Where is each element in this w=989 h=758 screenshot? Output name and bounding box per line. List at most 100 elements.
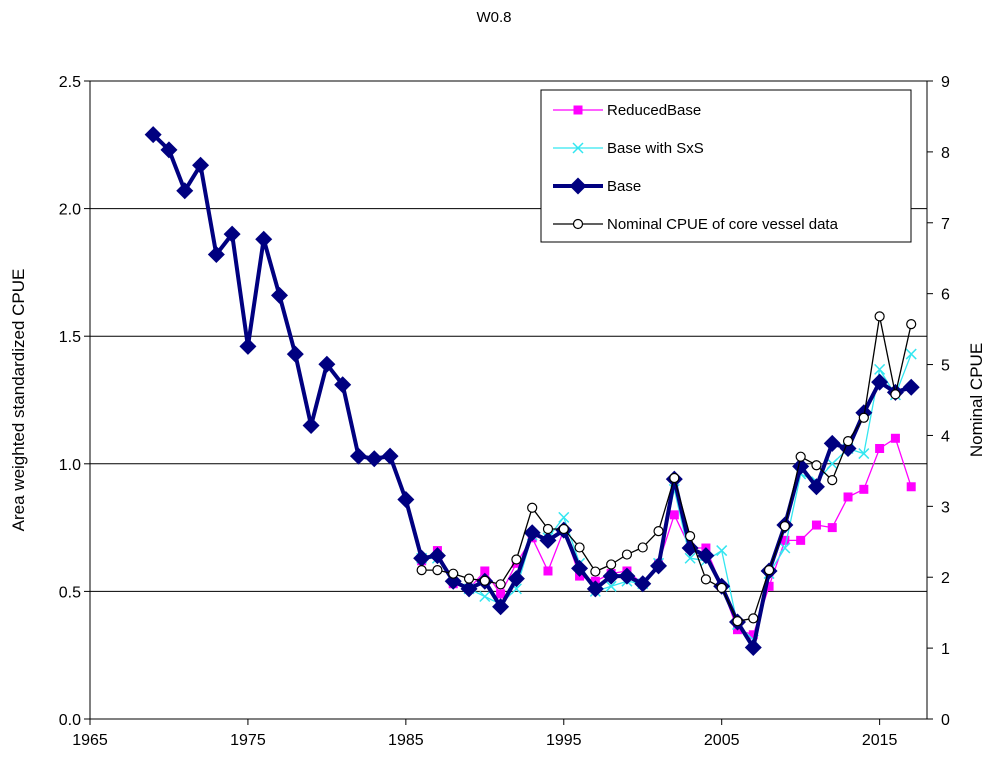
series-base-with-sxs — [416, 348, 917, 646]
data-point — [858, 412, 869, 423]
data-point — [558, 511, 570, 523]
legend-swatch-marker — [573, 105, 583, 115]
y-tick-label: 2.0 — [59, 202, 81, 219]
data-point — [716, 545, 728, 557]
data-point — [618, 567, 636, 585]
legend-item: ReducedBase — [553, 102, 701, 119]
data-point — [523, 524, 541, 542]
y2-tick-label: 2 — [941, 570, 950, 587]
data-point — [479, 590, 491, 603]
data-point — [255, 230, 273, 248]
data-point — [700, 574, 712, 585]
data-point — [906, 482, 916, 492]
data-point — [807, 478, 825, 496]
series-layer — [144, 126, 920, 657]
data-point — [432, 565, 443, 576]
data-point — [286, 345, 304, 363]
legend-item: Base — [553, 177, 641, 195]
data-point — [685, 531, 696, 542]
data-point — [543, 566, 553, 576]
data-point — [496, 589, 506, 599]
legend-item: Base with SxS — [553, 140, 704, 157]
chart-title: W0.8 — [476, 9, 511, 26]
y-tick-label: 0.0 — [59, 712, 81, 729]
series-reducedbase — [417, 433, 916, 640]
data-point — [539, 531, 557, 549]
y2-tick-label: 0 — [941, 712, 950, 729]
legend-swatch-marker — [569, 177, 587, 195]
legend-label: Base — [607, 178, 641, 195]
data-point — [890, 433, 900, 443]
data-point — [871, 373, 889, 391]
data-point — [192, 156, 210, 174]
y2-tick-label: 9 — [941, 74, 950, 91]
data-point — [669, 472, 680, 484]
data-point — [495, 579, 506, 590]
data-point — [744, 639, 762, 657]
data-point — [460, 580, 478, 598]
data-point — [859, 484, 869, 494]
data-point — [239, 337, 257, 355]
legend-label: Base with SxS — [607, 140, 704, 157]
data-point — [874, 311, 885, 322]
y2-tick-label: 6 — [941, 287, 950, 304]
data-point — [697, 547, 715, 565]
data-point — [606, 559, 617, 570]
data-point — [748, 630, 758, 640]
data-point — [571, 559, 589, 577]
data-point — [748, 613, 759, 624]
y2-tick-label: 8 — [941, 145, 950, 162]
legend-box — [540, 89, 912, 243]
x-tick-label: 2015 — [862, 732, 898, 749]
y-axis-title: Area weighted standardized CPUE — [9, 269, 28, 532]
data-point — [558, 523, 569, 535]
data-point — [681, 539, 699, 557]
data-point — [763, 565, 775, 576]
y2-tick-label: 3 — [941, 499, 950, 516]
legend-swatch-marker — [572, 218, 584, 230]
data-point — [779, 542, 791, 554]
data-point — [334, 376, 352, 394]
data-point — [621, 549, 633, 560]
x-tick-label: 1975 — [230, 732, 266, 749]
data-point — [349, 447, 367, 465]
data-point — [207, 246, 225, 264]
y2-tick-label: 4 — [941, 428, 950, 445]
data-point — [843, 492, 853, 502]
x-tick-label: 1995 — [546, 732, 582, 749]
data-point — [365, 450, 383, 468]
data-point — [302, 417, 320, 435]
y-tick-label: 1.0 — [59, 457, 81, 474]
data-point — [397, 491, 415, 509]
x-tick-label: 2005 — [704, 732, 740, 749]
data-point — [764, 581, 774, 591]
data-point — [890, 389, 901, 400]
data-point — [811, 460, 822, 471]
data-point — [811, 520, 821, 530]
data-point — [574, 542, 585, 553]
y2-tick-label: 1 — [941, 641, 950, 658]
data-point — [479, 575, 490, 586]
data-point — [144, 126, 162, 144]
data-point — [780, 535, 790, 545]
data-point — [842, 436, 854, 447]
series-line — [421, 315, 912, 622]
data-point — [463, 573, 475, 584]
data-point — [492, 598, 510, 616]
data-point — [511, 554, 522, 565]
y-tick-label: 2.5 — [59, 74, 81, 91]
data-point — [650, 557, 668, 575]
data-point — [826, 458, 838, 470]
data-point — [542, 523, 554, 535]
data-point — [223, 225, 241, 243]
data-point — [176, 182, 194, 200]
data-point — [448, 568, 459, 579]
x-tick-label: 1965 — [72, 732, 108, 749]
data-point — [905, 348, 917, 360]
data-point — [444, 572, 462, 590]
data-point — [732, 616, 743, 627]
data-point — [416, 565, 427, 576]
data-point — [875, 443, 885, 453]
data-point — [779, 521, 790, 532]
